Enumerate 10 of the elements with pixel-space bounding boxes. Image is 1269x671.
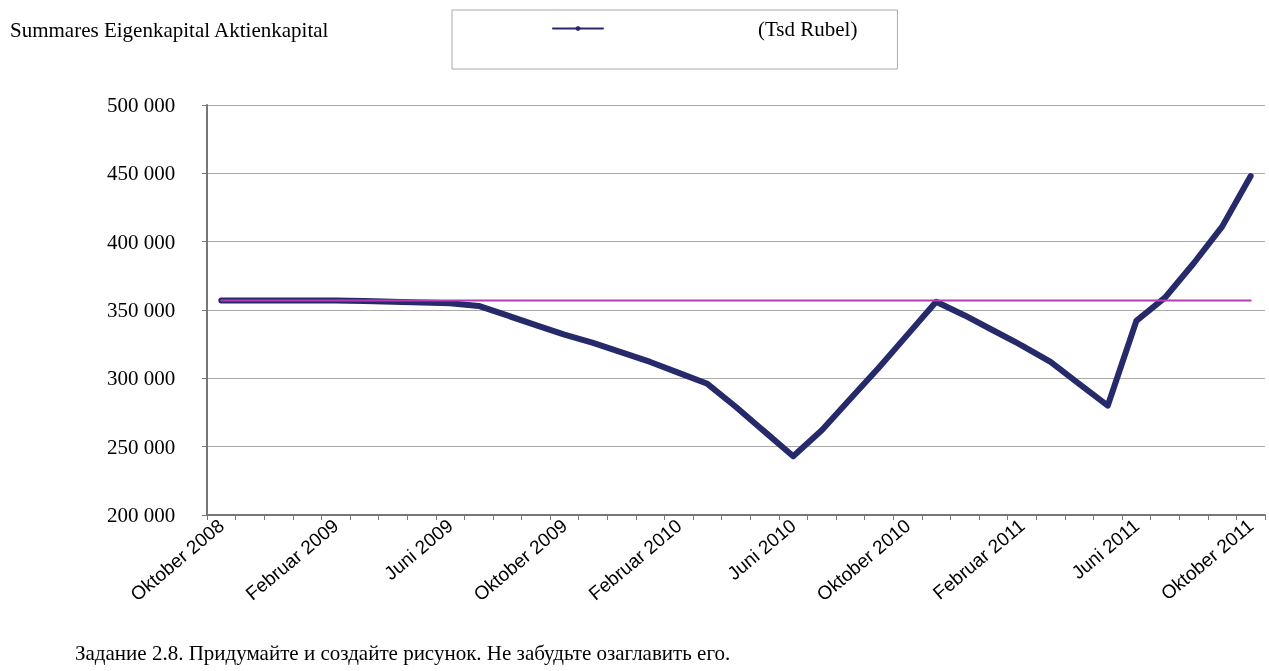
y-tick-label: 450 000 — [107, 161, 176, 186]
y-tick-label: 400 000 — [107, 229, 176, 254]
y-tick-label: 350 000 — [107, 298, 176, 322]
y-tick-label: 500 000 — [107, 93, 176, 117]
chart-title: Summares Eigenkapital Aktienkapital — [10, 17, 329, 42]
text: Задание 2.8. Придумайте и создайте рисунок. Не забудьте озаглавить его. — [75, 640, 731, 665]
text: (Tsd Rubel) — [758, 16, 858, 41]
y-tick-label: 250 000 — [107, 434, 176, 459]
y-tick-label: 200 000 — [107, 503, 176, 527]
y-tick-label: 300 000 — [107, 366, 176, 391]
